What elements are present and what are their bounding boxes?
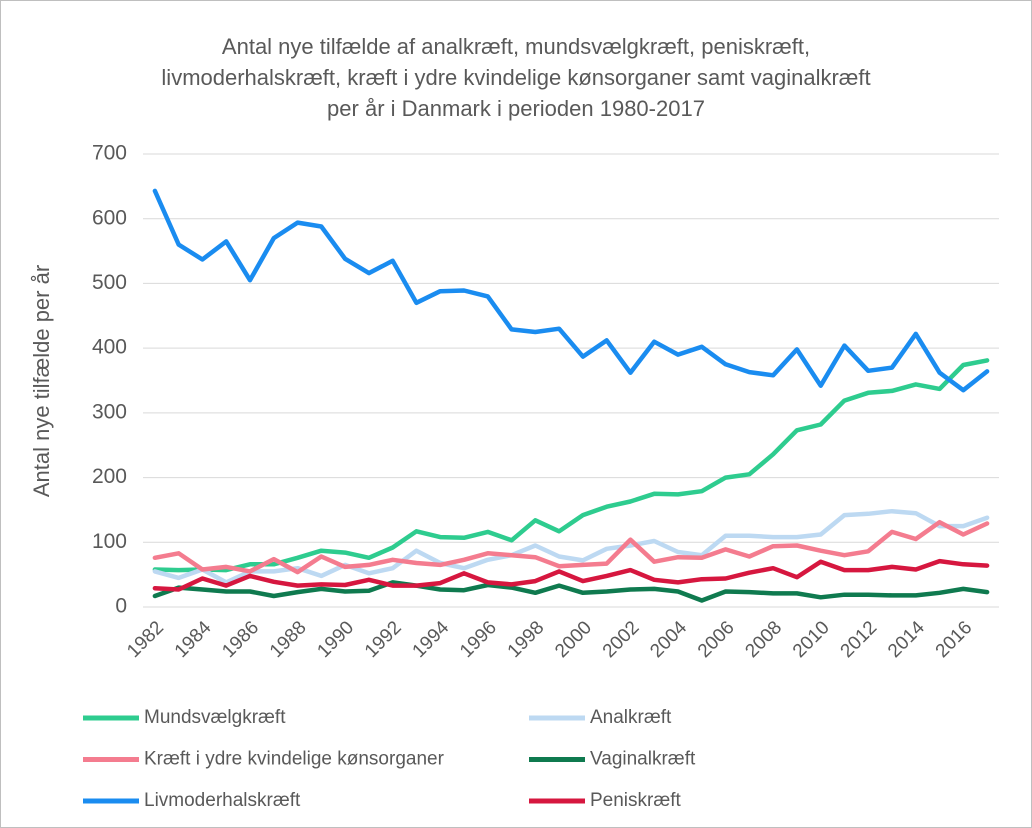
x-tick-label: 2016	[932, 617, 977, 662]
x-tick-label: 2008	[741, 617, 786, 662]
y-tick-label: 400	[92, 336, 127, 359]
x-tick-label: 2004	[646, 617, 691, 662]
legend-label: Mundsvælgkræft	[144, 707, 286, 728]
legend-label: Kræft i ydre kvindelige kønsorganer	[144, 749, 445, 770]
x-tick-label: 2010	[789, 617, 834, 662]
x-tick-label: 1984	[171, 617, 216, 662]
x-tick-label: 1988	[266, 617, 311, 662]
y-tick-label: 300	[92, 400, 127, 423]
y-tick-label: 0	[115, 595, 127, 618]
y-tick-label: 200	[92, 465, 127, 488]
y-axis-label: Antal nye tilfælde per år	[29, 265, 54, 497]
legend-label: Livmoderhalskræft	[144, 790, 301, 811]
legend-label: Peniskræft	[590, 790, 682, 811]
y-tick-label: 700	[92, 142, 127, 165]
y-tick-label: 600	[92, 206, 127, 229]
x-tick-label: 1992	[361, 617, 406, 662]
x-tick-label: 2000	[551, 617, 596, 662]
series-line	[152, 580, 990, 603]
x-tick-label: 2002	[599, 617, 644, 662]
chart-title: Antal nye tilfælde af analkræft, mundsvæ…	[161, 34, 871, 121]
y-tick-label: 500	[92, 271, 127, 294]
x-tick-label: 1994	[409, 617, 454, 662]
legend-label: Vaginalkræft	[590, 749, 696, 770]
series-line	[152, 358, 990, 573]
x-tick-label: 1990	[313, 617, 358, 662]
x-tick-label: 1996	[456, 617, 501, 662]
x-tick-label: 1986	[218, 617, 263, 662]
series-line	[152, 188, 990, 393]
series-line	[152, 558, 990, 592]
y-tick-label: 100	[92, 530, 127, 553]
legend-label: Analkræft	[590, 707, 672, 728]
x-tick-label: 2014	[884, 617, 929, 662]
x-tick-label: 2012	[837, 617, 882, 662]
x-tick-label: 1982	[123, 617, 168, 662]
x-tick-label: 2006	[694, 617, 739, 662]
x-tick-label: 1998	[504, 617, 549, 662]
series-line	[152, 519, 990, 575]
